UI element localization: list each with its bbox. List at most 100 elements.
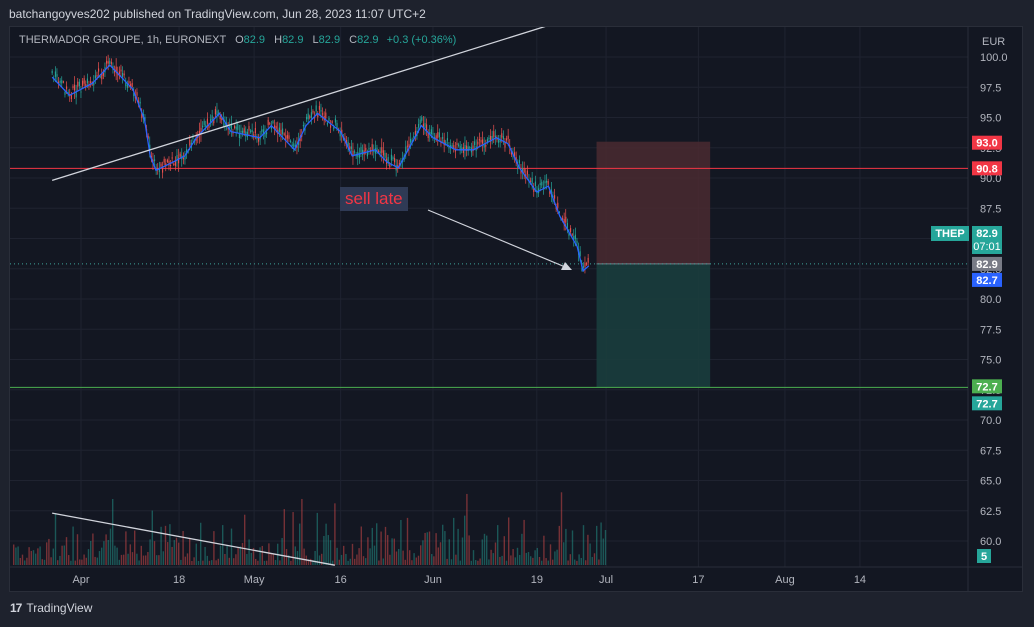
- candle: [443, 139, 445, 146]
- candle: [318, 106, 320, 110]
- candle: [339, 131, 341, 137]
- volume-bar: [171, 546, 173, 565]
- resistance-badge: 90.8: [976, 163, 997, 175]
- trend-line-1[interactable]: [51, 27, 583, 182]
- volume-bar: [402, 550, 404, 565]
- candle: [374, 148, 376, 154]
- volume-bar: [208, 560, 211, 565]
- candle: [530, 180, 532, 182]
- candle: [78, 81, 80, 87]
- volume-bar: [367, 537, 369, 565]
- candle: [582, 266, 584, 268]
- candle: [414, 130, 416, 135]
- candle: [213, 119, 215, 124]
- volume-bar: [191, 560, 193, 565]
- volume-bar: [431, 554, 433, 565]
- volume-bar: [39, 546, 41, 565]
- symbol-name[interactable]: THERMADOR GROUPE, 1h, EURONEXT: [19, 34, 226, 46]
- volume-bar: [574, 559, 576, 565]
- stop-loss-zone[interactable]: [596, 141, 711, 264]
- candle: [325, 112, 327, 119]
- candle: [160, 163, 162, 167]
- tradingview-brand[interactable]: TradingView: [26, 601, 93, 615]
- candle: [99, 76, 101, 78]
- volume-bar: [239, 546, 241, 565]
- volume-bar: [433, 556, 435, 565]
- candle: [485, 144, 487, 147]
- volume-bar: [538, 556, 541, 565]
- sell-late-note[interactable]: sell late: [340, 187, 408, 211]
- y-tick-label: 77.5: [980, 324, 1001, 336]
- candle: [406, 145, 408, 147]
- candle: [426, 124, 428, 130]
- candle: [83, 78, 85, 84]
- volume-bar: [310, 558, 312, 565]
- volume-bar: [450, 559, 453, 565]
- volume-bar: [48, 538, 50, 565]
- volume-bar: [558, 525, 560, 565]
- target2-badge-bg: [972, 396, 1002, 411]
- candle: [504, 142, 506, 148]
- volume-bar: [37, 548, 39, 565]
- volume-bar: [543, 535, 545, 565]
- volume-bar: [503, 536, 505, 565]
- candle: [178, 157, 180, 164]
- candle: [230, 123, 232, 130]
- volume-bar: [283, 509, 285, 565]
- stop-badge-bg: [972, 135, 1002, 150]
- candle: [482, 139, 484, 144]
- candle: [269, 122, 271, 125]
- volume-bar: [554, 551, 556, 565]
- target-badge: 72.7: [976, 381, 997, 393]
- volume-bar: [294, 546, 296, 565]
- candle: [437, 132, 439, 138]
- volume-bar: [420, 545, 422, 565]
- candle: [267, 119, 269, 125]
- candle: [322, 113, 324, 115]
- volume-bar: [43, 559, 46, 565]
- candle: [133, 92, 135, 97]
- volume-bar: [494, 542, 497, 565]
- volume-bar: [411, 560, 413, 565]
- price-chart[interactable]: 60.062.565.067.570.072.575.077.580.082.5…: [10, 27, 1023, 592]
- volume-bar: [173, 540, 175, 565]
- volume-bar: [466, 493, 468, 565]
- chart-area[interactable]: 60.062.565.067.570.072.575.077.580.082.5…: [9, 26, 1023, 592]
- volume-bar: [340, 554, 343, 565]
- volume-bar: [481, 539, 483, 565]
- candle: [194, 141, 196, 143]
- candle: [309, 116, 311, 118]
- candle: [107, 61, 109, 64]
- candle: [258, 137, 260, 142]
- candle: [266, 132, 268, 135]
- candle: [496, 137, 498, 141]
- take-profit-zone[interactable]: [596, 263, 711, 388]
- stop-badge: 93.0: [976, 138, 997, 150]
- arrow-line[interactable]: [427, 209, 571, 270]
- volume-bar: [274, 560, 277, 565]
- volume-bar: [479, 558, 481, 565]
- volume-bar: [378, 560, 380, 565]
- volume-bar: [303, 548, 305, 565]
- y-tick-label: 87.5: [980, 203, 1001, 215]
- x-tick-label: 19: [531, 574, 543, 586]
- ticker-tag: THEP: [935, 228, 964, 240]
- volume-bar: [226, 545, 228, 565]
- volume-bar: [52, 548, 54, 565]
- candle: [90, 81, 92, 83]
- candle: [554, 195, 556, 199]
- candle: [74, 84, 76, 91]
- volume-bar: [354, 558, 356, 565]
- volume-bar: [116, 547, 118, 565]
- volume-bar: [290, 560, 292, 565]
- volume-bar: [217, 558, 219, 565]
- volume-bar: [257, 560, 259, 565]
- volume-bar: [237, 547, 239, 565]
- volume-bar: [182, 530, 184, 565]
- candle: [430, 129, 432, 135]
- ma-badge: 82.7: [976, 275, 997, 287]
- candle: [214, 109, 216, 115]
- volume-bar: [598, 559, 600, 565]
- trend-line-2[interactable]: [52, 512, 335, 566]
- volume-bar: [398, 548, 400, 565]
